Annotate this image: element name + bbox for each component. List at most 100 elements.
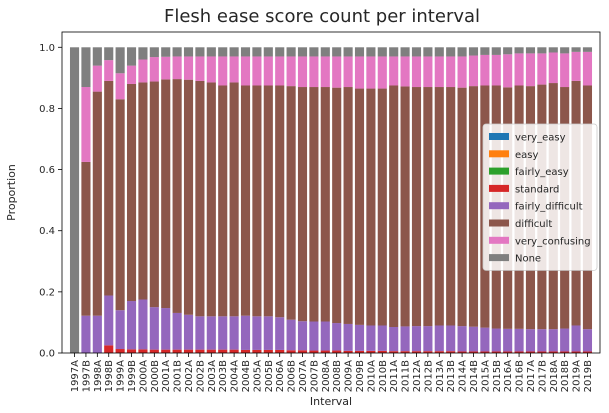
x-tick-label: 2010B — [378, 360, 389, 392]
bar-segment-None-2001B — [172, 47, 182, 57]
bar-segment-None-2013A — [434, 47, 444, 57]
x-tick-label: 2013B — [446, 360, 457, 392]
legend-swatch-very-easy — [489, 133, 509, 140]
bar-segment-standard-2005A — [252, 349, 262, 353]
x-tick-label: 2019B — [583, 360, 594, 392]
bar-segment-standard-2019A — [571, 351, 581, 353]
x-tick-label: 2014A — [458, 360, 469, 392]
bar-segment-very-confusing-2006A — [275, 56, 285, 86]
bar-segment-fairly-difficult-2005A — [252, 316, 262, 350]
x-tick-label: 2001B — [173, 360, 184, 392]
bar-segment-standard-2003A — [206, 349, 216, 353]
bar-segment-fairly-difficult-2017A — [525, 329, 536, 352]
bar-segment-difficult-2008B — [332, 87, 342, 324]
bar-segment-standard-1999A — [115, 349, 125, 353]
x-tick-label: 2006A — [275, 360, 286, 392]
bar-segment-fairly-difficult-2014A — [457, 326, 467, 352]
bar-segment-None-2011A — [389, 47, 399, 57]
bar-segment-very-confusing-2009A — [343, 56, 353, 88]
bar-segment-very-confusing-2017A — [525, 53, 536, 87]
bar-segment-standard-2017B — [537, 351, 547, 353]
legend-label-very-confusing: very_confusing — [515, 236, 591, 247]
bar-segment-fairly-difficult-2000A — [138, 299, 148, 350]
bar-segment-difficult-2002B — [195, 80, 205, 317]
y-tick-label: 0.6 — [39, 165, 55, 176]
bar-segment-difficult-2005B — [263, 85, 273, 317]
bar-segment-standard-2016A — [503, 351, 513, 353]
bar-segment-very-confusing-2014B — [468, 55, 479, 87]
bar-segment-standard-2009B — [354, 350, 365, 353]
bar-segment-fairly-difficult-2019A — [571, 325, 581, 352]
bar-segment-standard-2000A — [138, 349, 148, 353]
bar-segment-None-2009A — [343, 47, 353, 57]
bar-segment-difficult-2009A — [343, 87, 353, 324]
bar-segment-difficult-2012A — [411, 87, 422, 327]
bar-segment-None-2008B — [332, 47, 342, 57]
bar-segment-fairly-difficult-2018A — [548, 329, 558, 352]
bar-segment-None-2004A — [229, 47, 239, 57]
bar-segment-very-confusing-2008A — [320, 56, 330, 88]
bar-segment-None-2003B — [218, 47, 228, 57]
bar-segment-standard-2002B — [195, 349, 205, 353]
bar-segment-None-2007B — [309, 47, 319, 57]
bar-segment-very-confusing-2010B — [377, 56, 387, 89]
bar-segment-None-2006B — [286, 47, 296, 57]
x-tick-label: 2014B — [469, 360, 480, 392]
bar-segment-fairly-difficult-2004B — [240, 315, 251, 350]
bar-segment-very-confusing-1999A — [115, 73, 125, 100]
y-tick-label: 0.8 — [39, 104, 55, 115]
bar-segment-None-2012B — [423, 47, 433, 57]
bar-segment-fairly-difficult-2004A — [229, 316, 239, 350]
bar-segment-very-confusing-2016A — [503, 54, 513, 88]
x-tick-label: 2012A — [412, 360, 423, 392]
legend-swatch-very-confusing — [489, 236, 509, 244]
bar-segment-None-2005B — [263, 47, 273, 57]
bar-segment-very-confusing-2004A — [229, 56, 239, 83]
x-tick-label: 2018B — [560, 360, 571, 392]
bar-segment-None-2015B — [491, 47, 501, 55]
bar-segment-very-confusing-2003B — [218, 56, 228, 86]
bar-segment-very-confusing-2007B — [309, 56, 319, 88]
bar-segment-very-confusing-2002B — [195, 56, 205, 81]
bar-segment-None-2015A — [480, 47, 490, 55]
bar-segment-difficult-2000A — [138, 82, 148, 300]
bars-layer — [69, 47, 593, 353]
legend-label-easy: easy — [515, 150, 538, 161]
bar-segment-fairly-difficult-2017B — [537, 329, 547, 352]
bar-segment-difficult-2010B — [377, 88, 387, 326]
bar-segment-standard-2014B — [468, 351, 479, 353]
x-tick-label: 1998A — [93, 360, 104, 392]
bar-segment-fairly-difficult-1997B — [81, 315, 91, 353]
bar-segment-None-2008A — [320, 47, 330, 57]
bar-segment-None-2011B — [400, 47, 410, 57]
bar-segment-None-2009B — [354, 47, 365, 57]
x-tick-label: 2005A — [252, 360, 263, 392]
x-tick-label: 2011A — [389, 360, 400, 392]
legend-label-very-easy: very_easy — [515, 133, 566, 144]
bar-segment-very-confusing-2015A — [480, 54, 490, 86]
bar-segment-standard-2013A — [434, 351, 444, 353]
y-axis-label: Proportion — [5, 164, 18, 221]
legend-label-fairly-difficult: fairly_difficult — [515, 202, 583, 213]
bar-segment-None-2017B — [537, 47, 547, 54]
bar-segment-difficult-2006B — [286, 86, 296, 320]
bar-segment-fairly-difficult-1998B — [104, 295, 114, 346]
bar-segment-fairly-difficult-2003A — [206, 316, 216, 350]
legend-swatch-easy — [489, 150, 509, 158]
x-tick-label: 2016B — [515, 360, 526, 392]
bar-segment-very-confusing-2013A — [434, 56, 444, 88]
bar-segment-fairly-difficult-2006A — [275, 317, 285, 350]
bar-segment-very-confusing-2014A — [457, 56, 467, 88]
bar-segment-difficult-2007B — [309, 87, 319, 322]
bar-segment-standard-2006B — [286, 350, 296, 353]
x-tick-label: 2007A — [298, 360, 309, 392]
bar-segment-very-confusing-1998A — [92, 65, 102, 92]
bar-segment-very-confusing-2011B — [400, 56, 410, 87]
bar-segment-None-2014B — [468, 47, 479, 56]
x-tick-label: 1997A — [70, 360, 81, 392]
bar-segment-very-confusing-2017B — [537, 53, 547, 85]
bar-segment-fairly-difficult-2015B — [491, 328, 501, 352]
bar-segment-very-confusing-2006B — [286, 56, 296, 87]
bar-segment-standard-1999B — [126, 349, 137, 353]
